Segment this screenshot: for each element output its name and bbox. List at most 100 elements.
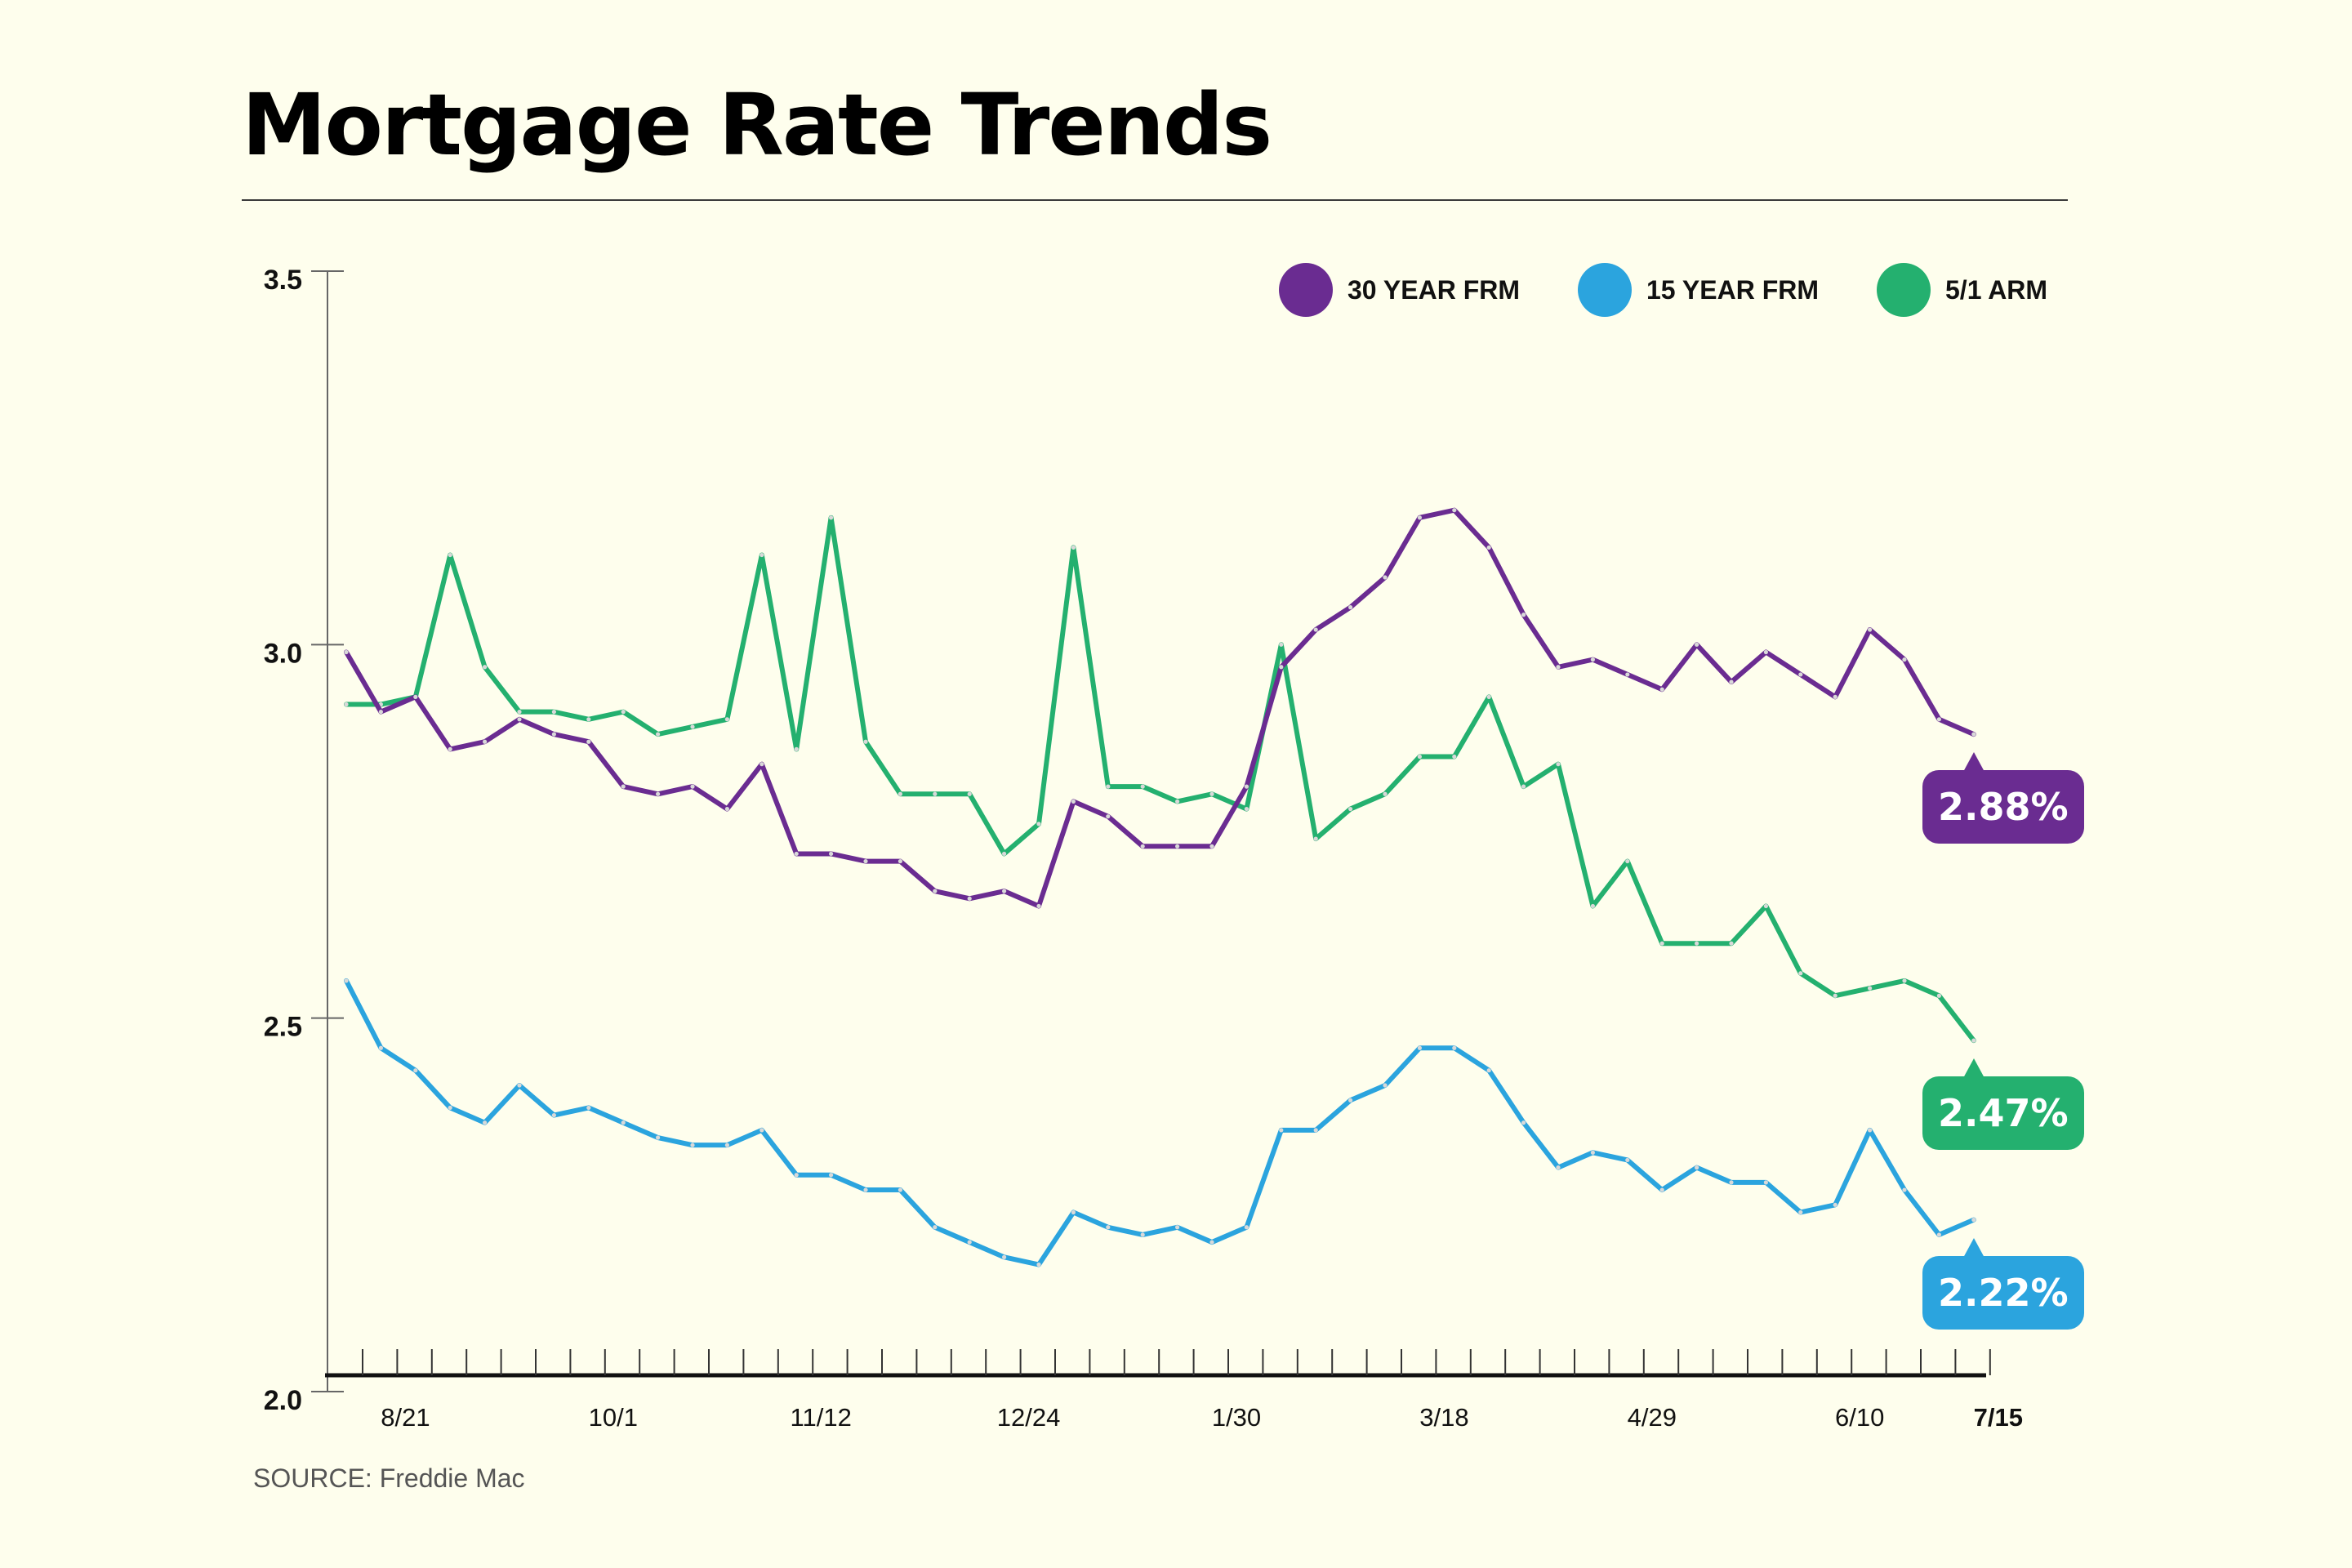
y-tick-label: 3.5 (264, 265, 302, 296)
data-point-15-year-frm (551, 1112, 557, 1118)
data-point-30-year-frm (1971, 732, 1976, 737)
data-point-30-year-frm (344, 649, 349, 655)
data-point-15-year-frm (448, 1105, 452, 1111)
data-point-30-year-frm (1695, 642, 1699, 647)
legend-swatch-30-year-frm (1279, 263, 1333, 317)
data-point-15-year-frm (656, 1135, 661, 1140)
data-point-5-1-arm (1002, 851, 1007, 857)
data-point-5-1-arm (517, 710, 522, 715)
data-point-5-1-arm (690, 724, 695, 729)
data-point-5-1-arm (586, 717, 591, 722)
data-point-5-1-arm (967, 791, 972, 796)
data-point-15-year-frm (1313, 1128, 1318, 1133)
data-point-5-1-arm (863, 739, 868, 744)
data-point-15-year-frm (517, 1083, 522, 1088)
y-tick-label: 2.5 (264, 1012, 302, 1043)
data-point-30-year-frm (1002, 889, 1007, 893)
data-point-15-year-frm (1244, 1225, 1249, 1230)
source-note: SOURCE: Freddie Mac (253, 1463, 525, 1493)
data-point-5-1-arm (1348, 806, 1353, 812)
end-value-badge-5-1-arm: 2.47% (1922, 1058, 2084, 1151)
data-point-30-year-frm (690, 784, 695, 789)
data-point-5-1-arm (1763, 903, 1768, 909)
data-point-30-year-frm (1417, 515, 1422, 520)
legend-label-30-year-frm: 30 YEAR FRM (1348, 274, 1521, 305)
legend-swatch-5-1-arm (1877, 263, 1931, 317)
data-point-15-year-frm (1798, 1209, 1803, 1215)
data-point-15-year-frm (1486, 1068, 1491, 1073)
legend-label-5-1-arm: 5/1 ARM (1945, 274, 2048, 305)
data-point-5-1-arm (1729, 941, 1734, 946)
data-point-30-year-frm (898, 858, 902, 864)
data-point-30-year-frm (1902, 657, 1907, 662)
data-point-15-year-frm (1590, 1150, 1595, 1155)
data-point-5-1-arm (1175, 799, 1180, 804)
data-point-30-year-frm (1383, 575, 1388, 580)
data-point-30-year-frm (378, 710, 383, 715)
data-point-30-year-frm (829, 851, 834, 857)
data-point-30-year-frm (794, 851, 799, 857)
x-tick-label: 10/1 (589, 1403, 638, 1432)
data-point-30-year-frm (1486, 545, 1491, 550)
data-point-30-year-frm (1036, 903, 1041, 909)
data-point-30-year-frm (1209, 844, 1214, 849)
data-point-15-year-frm (1106, 1225, 1111, 1230)
data-point-15-year-frm (1036, 1262, 1041, 1267)
data-point-15-year-frm (1348, 1098, 1353, 1102)
data-point-5-1-arm (1279, 642, 1284, 647)
data-point-5-1-arm (1833, 993, 1838, 998)
data-point-15-year-frm (898, 1187, 902, 1192)
data-point-15-year-frm (413, 1068, 418, 1073)
data-point-15-year-frm (690, 1143, 695, 1147)
data-point-30-year-frm (1763, 649, 1768, 655)
data-point-5-1-arm (1902, 978, 1907, 983)
series-line-30-year-frm (344, 507, 1976, 909)
x-tick-label: 7/15 (1974, 1403, 2023, 1432)
end-value-badge-30-year-frm: 2.88% (1922, 752, 2084, 844)
data-point-5-1-arm (1971, 1038, 1976, 1043)
data-point-15-year-frm (1452, 1045, 1457, 1050)
data-point-15-year-frm (829, 1173, 834, 1178)
data-point-15-year-frm (1695, 1165, 1699, 1170)
data-point-5-1-arm (724, 717, 730, 722)
y-tick-label: 2.0 (264, 1385, 302, 1416)
data-point-15-year-frm (1071, 1209, 1076, 1215)
data-point-15-year-frm (1625, 1157, 1630, 1163)
legend-item-30-year-frm: 30 YEAR FRM (1279, 260, 1520, 320)
data-point-30-year-frm (1659, 687, 1664, 692)
data-point-30-year-frm (586, 739, 591, 744)
data-point-5-1-arm (621, 710, 626, 715)
data-point-5-1-arm (1036, 822, 1041, 826)
data-point-30-year-frm (621, 784, 626, 789)
data-point-30-year-frm (1729, 679, 1734, 684)
data-point-15-year-frm (1729, 1180, 1734, 1185)
data-point-15-year-frm (378, 1045, 383, 1050)
data-point-5-1-arm (1521, 784, 1526, 789)
data-point-15-year-frm (1002, 1254, 1007, 1259)
legend-swatch-15-year-frm (1578, 263, 1632, 317)
data-point-30-year-frm (483, 739, 488, 744)
data-point-30-year-frm (1556, 665, 1561, 670)
data-point-30-year-frm (1244, 784, 1249, 789)
x-tick-label: 11/12 (791, 1403, 852, 1432)
data-point-5-1-arm (1383, 791, 1388, 796)
data-point-30-year-frm (448, 746, 452, 751)
data-point-5-1-arm (1244, 806, 1249, 812)
data-point-15-year-frm (1521, 1120, 1526, 1125)
data-point-15-year-frm (1659, 1187, 1664, 1192)
legend-label-15-year-frm: 15 YEAR FRM (1646, 274, 1820, 305)
data-point-30-year-frm (1833, 694, 1838, 699)
data-point-5-1-arm (1936, 993, 1941, 998)
data-point-5-1-arm (448, 552, 452, 558)
data-point-30-year-frm (1175, 844, 1180, 849)
x-tick-label: 3/18 (1419, 1403, 1468, 1432)
axes: 2.0 2.5 3.0 3.5 8/21 10/1 11/12 12/24 1/30 3/18 4/… (264, 265, 2023, 1432)
title-divider (242, 199, 2068, 201)
data-point-5-1-arm (1140, 784, 1145, 789)
data-point-5-1-arm (794, 746, 799, 751)
data-point-5-1-arm (1313, 836, 1318, 841)
x-tick-label: 6/10 (1835, 1403, 1884, 1432)
data-point-15-year-frm (1417, 1045, 1422, 1050)
data-point-15-year-frm (1175, 1225, 1180, 1230)
